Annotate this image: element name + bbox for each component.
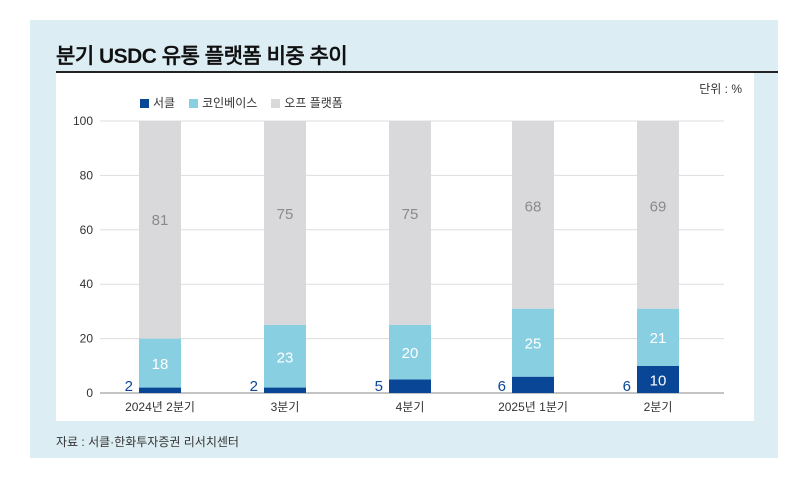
data-label: 68 [525,198,542,215]
bar-segment-coinbase [139,338,181,388]
y-tick-label: 0 [86,386,93,400]
data-label-circle: 2 [250,378,258,395]
y-tick-label: 80 [80,168,94,182]
y-tick-label: 40 [80,277,94,291]
bar-segment-circle [637,365,679,393]
data-label: 25 [525,336,542,353]
chart-title: 분기 USDC 유통 플랫폼 비중 추이 [56,45,348,68]
data-label: 21 [650,330,667,347]
x-tick-label: 4분기 [396,400,425,414]
bar-segment-off-platform [512,121,554,309]
data-label: 18 [152,356,169,373]
bar-segment-circle [264,387,306,393]
source-note: 자료 : 서클·한화투자증권 리서치센터 [56,435,239,449]
legend: 서클 코인베이스 오프 플랫폼 [140,94,343,111]
bar-segment-coinbase [637,308,679,366]
data-label-circle: 6 [498,378,506,395]
x-tick-label: 2025년 1분기 [498,400,568,414]
x-tick-label: 2분기 [644,400,673,414]
bar-segment-off-platform [389,121,431,325]
bar-segment-off-platform [264,121,306,325]
data-label: 69 [650,198,667,215]
y-tick-label: 20 [80,332,94,346]
legend-item-circle: 서클 [140,94,175,111]
legend-item-off-platform: 오프 플랫폼 [271,94,343,111]
data-label: 75 [402,206,419,223]
data-label: 75 [277,206,294,223]
data-label: 81 [152,212,169,229]
bar-segment-off-platform [637,121,679,309]
x-tick-label: 3분기 [271,400,300,414]
data-label-circle: 5 [375,378,383,395]
data-label: 20 [402,345,419,362]
bar-segment-circle [512,376,554,393]
bar-segment-circle [389,379,431,393]
y-tick-label: 100 [73,114,93,128]
bar-segment-off-platform [139,121,181,339]
bar-segment-coinbase [389,325,431,380]
data-label-circle: 6 [623,378,631,395]
bar-segment-coinbase [512,308,554,377]
x-tick-label: 2024년 2분기 [125,400,195,414]
unit-label: 단위 : % [699,82,742,96]
bar-segment-coinbase [264,325,306,388]
bar-segment-circle [139,387,181,393]
data-label-circle: 2 [125,378,133,395]
data-label: 23 [277,349,294,366]
legend-item-coinbase: 코인베이스 [189,94,257,111]
data-label: 10 [650,372,667,389]
y-tick-label: 60 [80,223,94,237]
title-divider [56,71,778,73]
